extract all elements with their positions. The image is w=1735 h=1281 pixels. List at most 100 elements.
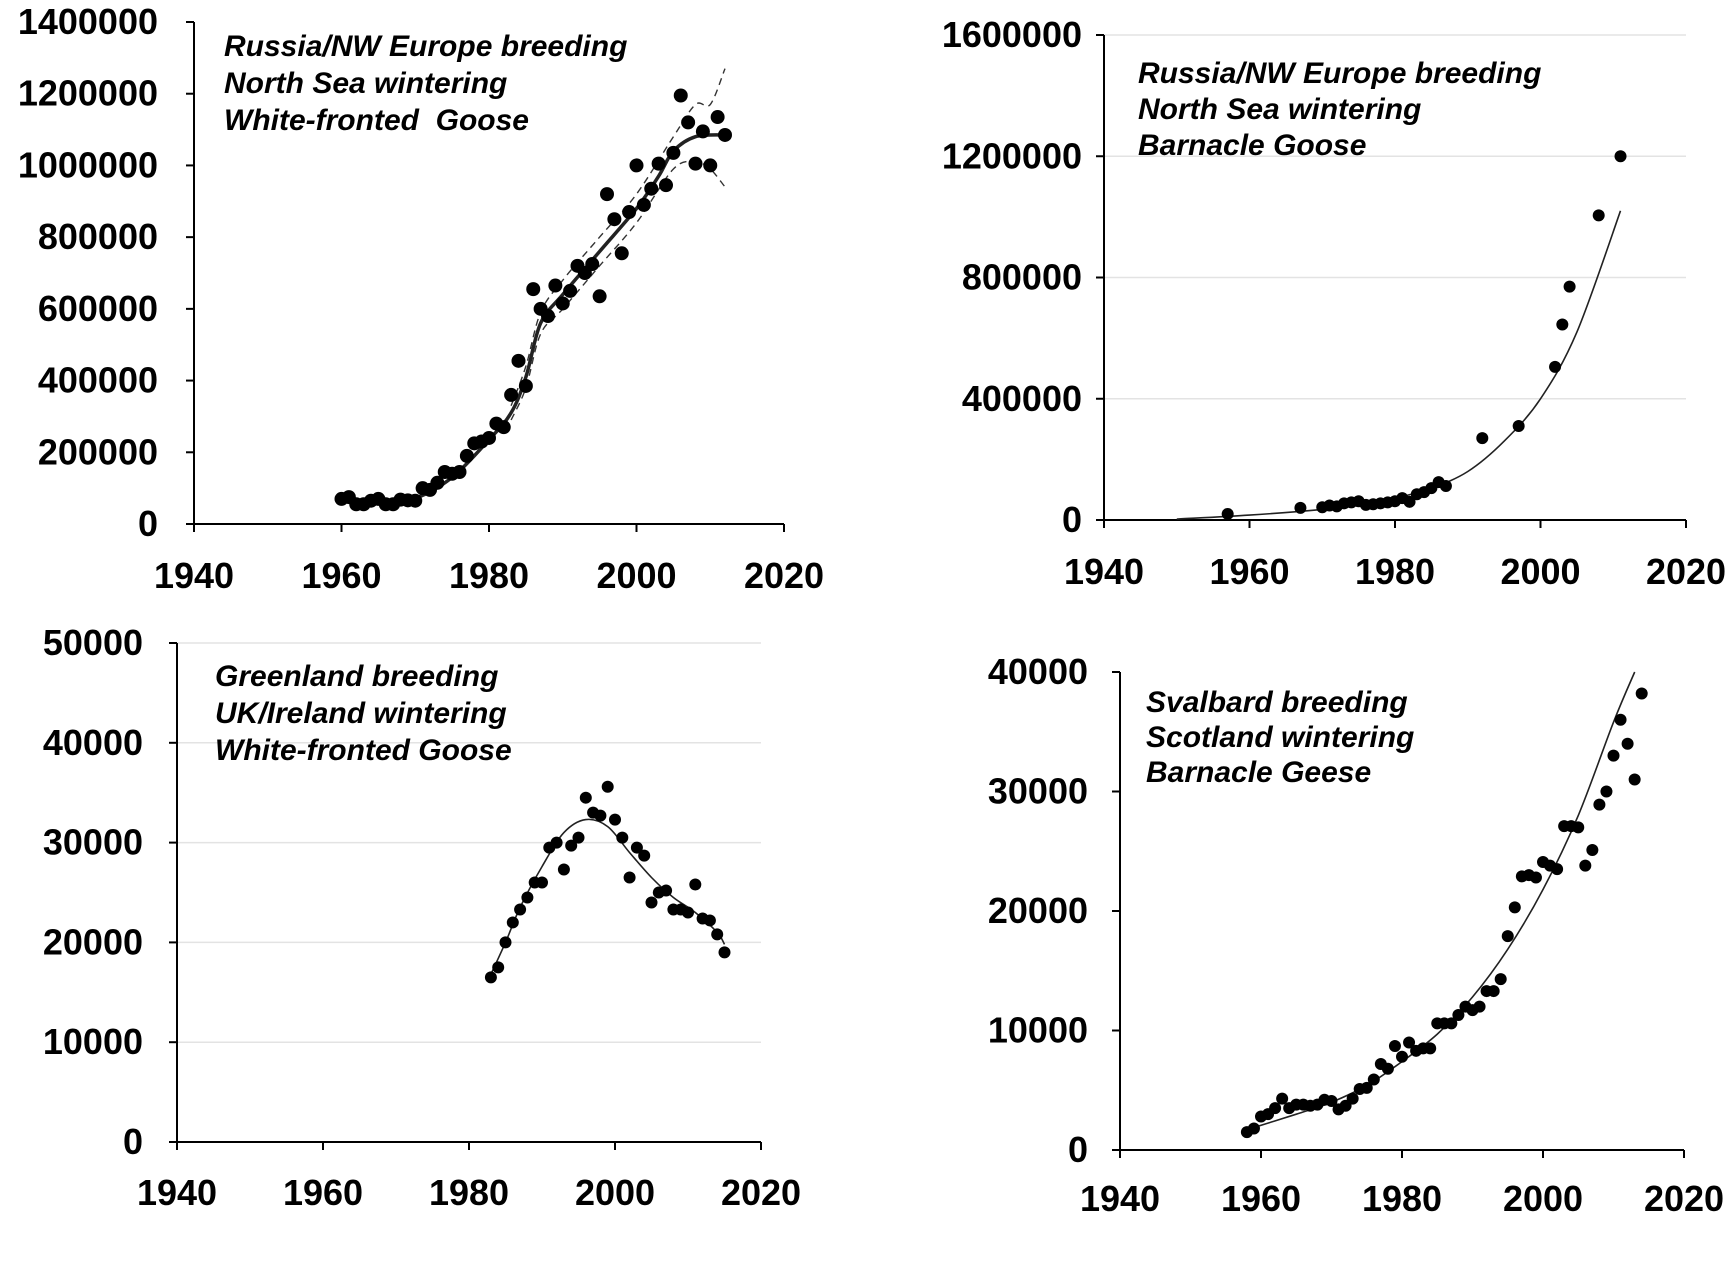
data-point: [548, 278, 563, 293]
data-point: [572, 831, 585, 844]
annotation-line: Scotland wintering: [1146, 721, 1414, 754]
x-tick-label: 2020: [721, 1172, 801, 1213]
y-tick-label: 1000000: [18, 144, 158, 185]
x-tick-label: 2020: [1644, 1178, 1724, 1219]
data-point: [1325, 1095, 1338, 1108]
x-tick-label: 1980: [449, 555, 529, 596]
data-point: [1381, 1062, 1394, 1075]
data-point: [636, 197, 651, 212]
data-point: [1439, 480, 1452, 493]
data-point: [616, 831, 629, 844]
data-point: [1614, 150, 1627, 163]
data-point: [518, 378, 533, 393]
annotation-line: North Sea wintering: [224, 67, 507, 100]
data-point: [585, 257, 600, 272]
data-point: [1276, 1092, 1289, 1105]
data-point: [710, 110, 725, 125]
y-tick-label: 600000: [38, 288, 158, 329]
data-point: [1592, 209, 1605, 222]
y-tick-label: 0: [123, 1121, 143, 1162]
data-point: [688, 156, 703, 171]
data-point: [1487, 985, 1500, 998]
data-point: [499, 936, 512, 949]
x-tick-label: 1940: [137, 1172, 217, 1213]
data-point: [555, 296, 570, 311]
data-point: [504, 387, 519, 402]
y-tick-label: 1400000: [18, 1, 158, 42]
data-point: [600, 187, 614, 202]
data-point: [1579, 859, 1592, 872]
data-point: [607, 212, 622, 227]
x-tick-label: 2000: [1500, 551, 1580, 592]
data-point: [1367, 1073, 1380, 1086]
data-point: [1586, 844, 1599, 857]
chart-panel-2: 0 400000 800000 1200000 1600000 1940 1960 1980 2…: [942, 14, 1726, 592]
data-point: [689, 878, 702, 891]
chart-panel-4: 0 10000 20000 30000 40000 1940 1960 1980 2000 202…: [988, 651, 1724, 1219]
data-point: [1494, 973, 1507, 986]
annotation-line: Greenland breeding: [215, 660, 498, 693]
data-point: [1424, 1042, 1437, 1055]
y-tick-label: 800000: [38, 216, 158, 257]
data-point: [695, 124, 710, 139]
y-tick-label: 1200000: [942, 135, 1082, 176]
y-tick-label: 20000: [43, 921, 143, 962]
data-point: [1607, 749, 1620, 762]
y-tick-label: 0: [1062, 499, 1082, 540]
x-tick-label: 1960: [283, 1172, 363, 1213]
x-tick-label: 2000: [1503, 1178, 1583, 1219]
annotation-line: White-fronted Goose: [224, 104, 529, 137]
data-point: [601, 780, 614, 793]
data-point: [1346, 1092, 1359, 1105]
data-point: [594, 809, 607, 822]
data-point: [1247, 1122, 1260, 1135]
data-point: [565, 839, 578, 852]
y-tick-label: 30000: [988, 771, 1088, 812]
data-point: [511, 353, 526, 368]
data-point: [638, 849, 651, 862]
x-tick-label: 1940: [1064, 551, 1144, 592]
data-point: [484, 971, 497, 984]
annotation-line: Russia/NW Europe breeding: [1138, 57, 1541, 90]
data-point: [1600, 785, 1613, 798]
data-point: [659, 178, 673, 193]
annotation-line: Barnacle Geese: [1146, 756, 1371, 789]
data-point: [521, 891, 534, 904]
data-point: [1396, 1050, 1408, 1063]
data-point: [718, 127, 732, 142]
y-tick-label: 400000: [38, 360, 158, 401]
y-tick-label: 1200000: [18, 73, 158, 114]
data-point: [541, 309, 555, 324]
data-point: [1563, 280, 1576, 293]
x-tick-label: 1960: [1221, 1178, 1301, 1219]
annotation-line: White-fronted Goose: [215, 734, 512, 767]
data-point: [703, 914, 716, 927]
data-point: [1452, 1008, 1465, 1021]
data-point: [614, 246, 629, 261]
annotation-line: UK/Ireland wintering: [215, 697, 507, 730]
data-point: [430, 475, 445, 490]
lower-confidence-line: [510, 160, 726, 421]
data-point: [645, 896, 658, 909]
data-point: [623, 871, 636, 884]
data-point: [1476, 432, 1489, 445]
x-tick-label: 1960: [301, 555, 381, 596]
x-tick-label: 1960: [1209, 551, 1289, 592]
data-point: [492, 961, 505, 974]
x-tick-label: 1980: [1355, 551, 1435, 592]
data-point: [703, 158, 718, 173]
data-point: [1572, 821, 1585, 834]
data-point: [1508, 901, 1521, 914]
data-point: [1628, 773, 1641, 786]
data-point: [673, 88, 688, 103]
data-point: [563, 283, 578, 298]
data-point: [579, 791, 592, 804]
data-point: [1294, 501, 1307, 514]
y-tick-label: 10000: [988, 1010, 1088, 1051]
data-point: [1403, 495, 1416, 508]
data-point: [651, 156, 666, 171]
data-point: [1388, 1040, 1401, 1053]
y-tick-label: 50000: [43, 622, 143, 663]
chart-panel-3: 0 10000 20000 30000 40000 50000 1940 1960 1980 20…: [43, 622, 801, 1213]
data-point: [1614, 713, 1627, 726]
